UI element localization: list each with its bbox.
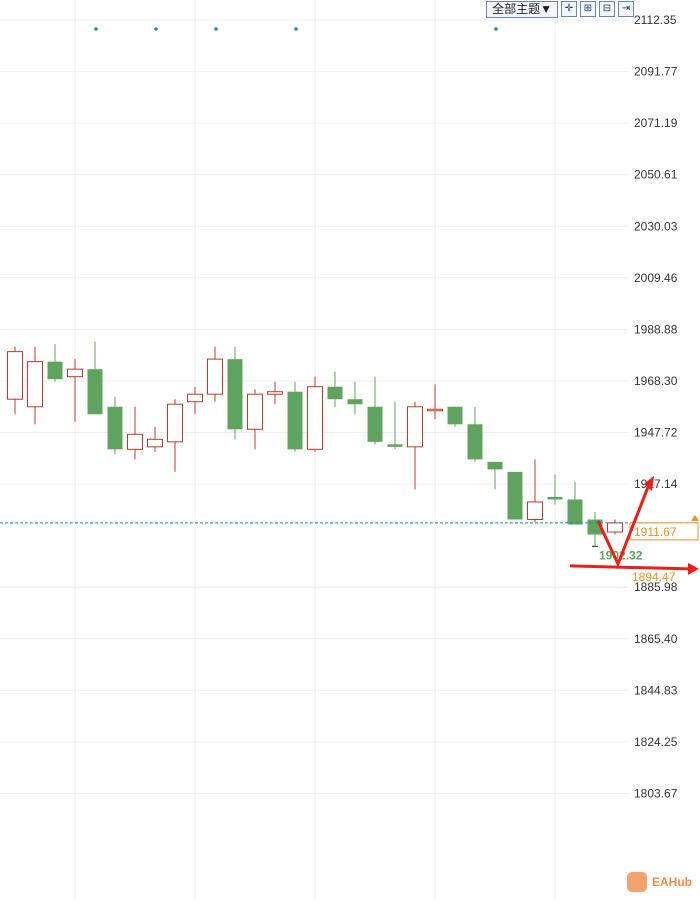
y-tick-label: 2091.77 — [634, 65, 678, 79]
current-price-label: 1911.67 — [634, 525, 677, 539]
arrow-head-right-icon — [688, 562, 699, 575]
y-tick-label: 2030.03 — [634, 219, 678, 233]
candle-body-up — [187, 393, 203, 403]
watermark-text: EAHub — [652, 875, 692, 889]
candle-body-up — [427, 408, 443, 412]
event-marker-dot — [294, 27, 298, 31]
y-tick-label: 1927.14 — [634, 477, 678, 491]
candle-body-up — [167, 403, 183, 443]
target-price-label: 1894.47 — [632, 570, 676, 584]
candle-body-down — [547, 496, 563, 500]
candle-body-down — [347, 399, 363, 405]
candle-body-up — [407, 406, 423, 448]
event-marker-dot — [154, 27, 158, 31]
event-marker-dot — [494, 27, 498, 31]
event-marker-dot — [94, 27, 98, 31]
candle-body-down — [227, 359, 243, 430]
y-tick-label: 2071.19 — [634, 116, 678, 130]
candle-body-up — [7, 351, 23, 400]
y-tick-label: 1947.72 — [634, 426, 678, 440]
forecast-arrow-up — [596, 481, 652, 568]
arrow-head-up-icon — [644, 475, 654, 491]
forecast-arrow-right — [569, 564, 691, 571]
y-tick-label: 2112.35 — [634, 13, 677, 27]
y-tick-label: 1844.83 — [634, 683, 678, 697]
candle-body-up — [67, 368, 83, 378]
candle-body-down — [87, 369, 103, 415]
y-tick-label: 1803.67 — [634, 786, 678, 800]
candle-body-up — [267, 391, 283, 395]
candle-body-up — [147, 438, 163, 448]
candle-body-up — [207, 358, 223, 395]
candle-body-up — [307, 386, 323, 450]
candle-body-down — [327, 386, 343, 400]
y-tick-label: 2009.46 — [634, 271, 678, 285]
chart-toolbar: 全部主题▼ ✛ ⊞ ⊟ ⇥ — [486, 0, 634, 18]
candle-body-up — [27, 361, 43, 408]
candle-body-down — [107, 406, 123, 450]
y-tick-label: 1865.40 — [634, 632, 678, 646]
candle-body-up — [127, 433, 143, 450]
y-tick-label: 1824.25 — [634, 735, 678, 749]
candle-body-down — [387, 444, 403, 447]
watermark: EAHub — [627, 872, 692, 892]
candle-body-down — [447, 406, 463, 425]
candle-body-down — [47, 361, 63, 380]
eahub-logo-icon — [627, 872, 647, 892]
y-tick-label: 2050.61 — [634, 168, 678, 182]
scroll-end-icon[interactable]: ⇥ — [618, 1, 634, 17]
y-tick-label: 1988.88 — [634, 322, 678, 336]
candle-body-down — [507, 471, 523, 520]
chart-mode-icon[interactable]: ⊞ — [580, 1, 596, 17]
candle-body-down — [367, 406, 383, 442]
crosshair-icon[interactable]: ✛ — [561, 1, 577, 17]
candle-body-down — [467, 424, 483, 460]
y-tick-label: 1968.30 — [634, 374, 678, 388]
theme-select[interactable]: 全部主题▼ — [486, 0, 558, 18]
event-marker-dot — [214, 27, 218, 31]
candle-body-down — [487, 461, 503, 470]
candle-body-down — [567, 499, 583, 525]
candle-body-up — [607, 522, 623, 533]
price-up-icon — [691, 514, 699, 521]
candle-body-up — [247, 393, 263, 430]
y-tick-label: 1885.98 — [634, 580, 678, 594]
candle-body-down — [287, 391, 303, 450]
chart-settings-icon[interactable]: ⊟ — [599, 1, 615, 17]
candle-body-up — [527, 501, 543, 521]
